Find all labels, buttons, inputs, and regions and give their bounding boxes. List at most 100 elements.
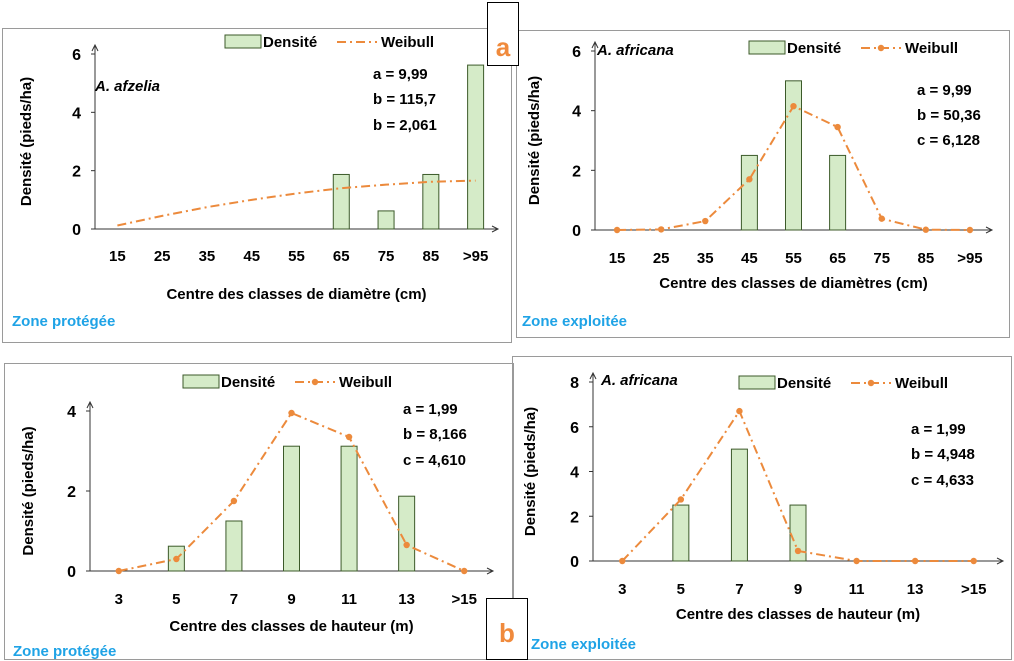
x-axis-title: Centre des classes de hauteur (m) [169, 618, 413, 635]
y-axis-title: Densité (pieds/ha) [20, 426, 37, 555]
legend-line-marker [867, 379, 875, 387]
y-axis-arrow [589, 371, 597, 380]
density-bar [829, 154, 847, 231]
x-axis-arrow [491, 225, 500, 233]
chart-panel-diameter-exploited: 0 2 4 6 15 25 35 45 55 65 75 85 >95 Centre des classe… [516, 30, 1010, 338]
weibull-point [230, 497, 238, 505]
density-bar [283, 445, 300, 572]
x-axis-title: Centre des classes de hauteur (m) [676, 606, 920, 623]
y-axis-arrow [86, 400, 94, 409]
x-tick-label: 3 [618, 581, 626, 598]
y-tick-label: 4 [572, 104, 581, 121]
x-tick-label: 11 [849, 581, 865, 598]
weibull-point [794, 547, 802, 555]
weibull-parameter: c = 4,610 [403, 452, 466, 469]
weibull-parameter: b = 115,7 [373, 91, 436, 108]
x-tick-label: 7 [230, 591, 238, 608]
x-axis-arrow [985, 226, 994, 234]
legend-line-label: Weibull [895, 375, 948, 392]
legend-bar-swatch [738, 375, 776, 390]
weibull-point [288, 409, 295, 417]
density-bar [398, 495, 416, 572]
legend-line-label: Weibull [905, 40, 958, 57]
y-tick-label: 0 [72, 222, 81, 239]
x-tick-label: 65 [829, 250, 846, 267]
legend-line-label: Weibull [339, 374, 392, 391]
y-tick-label: 0 [572, 223, 581, 240]
weibull-parameter: b = 8,166 [403, 426, 467, 443]
weibull-point [970, 557, 977, 565]
panel-badge-b: b [486, 598, 528, 660]
zone-caption: Zone exploitée [531, 636, 637, 653]
chart-svg: 0 2 4 6 15 25 35 45 55 65 75 85 >95 Centre des classe… [526, 40, 994, 292]
weibull-point [115, 567, 122, 575]
y-axis-title: Densité (pieds/ha) [526, 76, 543, 205]
legend-line-label: Weibull [381, 34, 434, 51]
x-tick-label: 75 [873, 250, 890, 267]
panel-badge-a-label: a [495, 32, 511, 62]
density-bar [422, 173, 440, 230]
chart-svg: 0 2 4 6 8 3 5 7 9 11 13 >15 Centre des classes de ha… [522, 371, 1005, 623]
weibull-point [853, 557, 860, 565]
x-tick-label: 9 [794, 581, 802, 598]
weibull-point [966, 226, 974, 234]
x-tick-label: 5 [677, 581, 685, 598]
weibull-parameter: c = 4,633 [911, 472, 974, 489]
x-tick-label: 25 [653, 250, 670, 267]
chart-panel-height-protected: 0 2 4 3 5 7 9 11 13 >15 Centre des classes de haut… [4, 363, 514, 660]
x-tick-label: 13 [907, 581, 924, 598]
species-label: A. afzelia [94, 78, 160, 95]
x-tick-label: 13 [398, 591, 415, 608]
y-tick-label: 4 [570, 465, 579, 482]
density-bar [467, 64, 485, 230]
weibull-point [173, 555, 180, 563]
x-tick-label: >95 [463, 248, 488, 265]
x-tick-label: 75 [378, 248, 395, 265]
weibull-point [834, 123, 841, 131]
y-tick-label: 4 [72, 105, 81, 122]
legend-bar-label: Densité [787, 40, 841, 57]
legend-bar-label: Densité [777, 375, 831, 392]
weibull-parameter: a = 9,99 [917, 82, 972, 99]
legend-bar-label: Densité [263, 34, 317, 51]
species-label: A. africana [596, 42, 674, 59]
weibull-point [736, 407, 743, 415]
x-tick-label: 55 [288, 248, 305, 265]
y-tick-label: 2 [72, 164, 81, 181]
y-tick-label: 2 [572, 163, 581, 180]
panel-badge-b-label: b [499, 618, 515, 648]
species-label: A. africana [600, 372, 678, 389]
x-tick-label: 5 [172, 591, 180, 608]
weibull-parameter: a = 9,99 [373, 66, 428, 83]
x-tick-label: >95 [957, 250, 982, 267]
density-bar [672, 504, 690, 562]
x-tick-label: 15 [109, 248, 126, 265]
chart-panel-diameter-protected: 0 2 4 6 15 25 35 45 55 65 75 85 >95 Centre des classe… [2, 28, 512, 343]
x-tick-label: >15 [451, 591, 476, 608]
legend-bar-swatch [224, 34, 262, 49]
y-tick-label: 6 [572, 44, 581, 61]
y-tick-label: 6 [570, 420, 579, 437]
weibull-point [613, 226, 621, 234]
zone-caption: Zone protégée [12, 313, 116, 330]
weibull-point [461, 567, 468, 575]
x-axis-title: Centre des classes de diamètres (cm) [659, 275, 927, 292]
weibull-point [746, 176, 753, 183]
y-tick-label: 2 [67, 484, 76, 501]
density-bar [789, 504, 807, 562]
density-bar [332, 173, 350, 230]
weibull-point [922, 226, 930, 233]
weibull-point [702, 217, 709, 225]
x-tick-label: 65 [333, 248, 350, 265]
x-tick-label: 9 [287, 591, 295, 608]
weibull-point [911, 557, 919, 565]
weibull-point [677, 496, 685, 503]
x-tick-label: 35 [697, 250, 714, 267]
weibull-parameter: b = 2,061 [373, 117, 437, 134]
y-tick-label: 8 [570, 375, 579, 392]
y-tick-label: 2 [570, 509, 579, 526]
y-tick-label: 4 [67, 404, 76, 421]
y-tick-label: 0 [67, 564, 76, 581]
x-tick-label: 55 [785, 250, 802, 267]
legend-line-marker [311, 378, 319, 386]
